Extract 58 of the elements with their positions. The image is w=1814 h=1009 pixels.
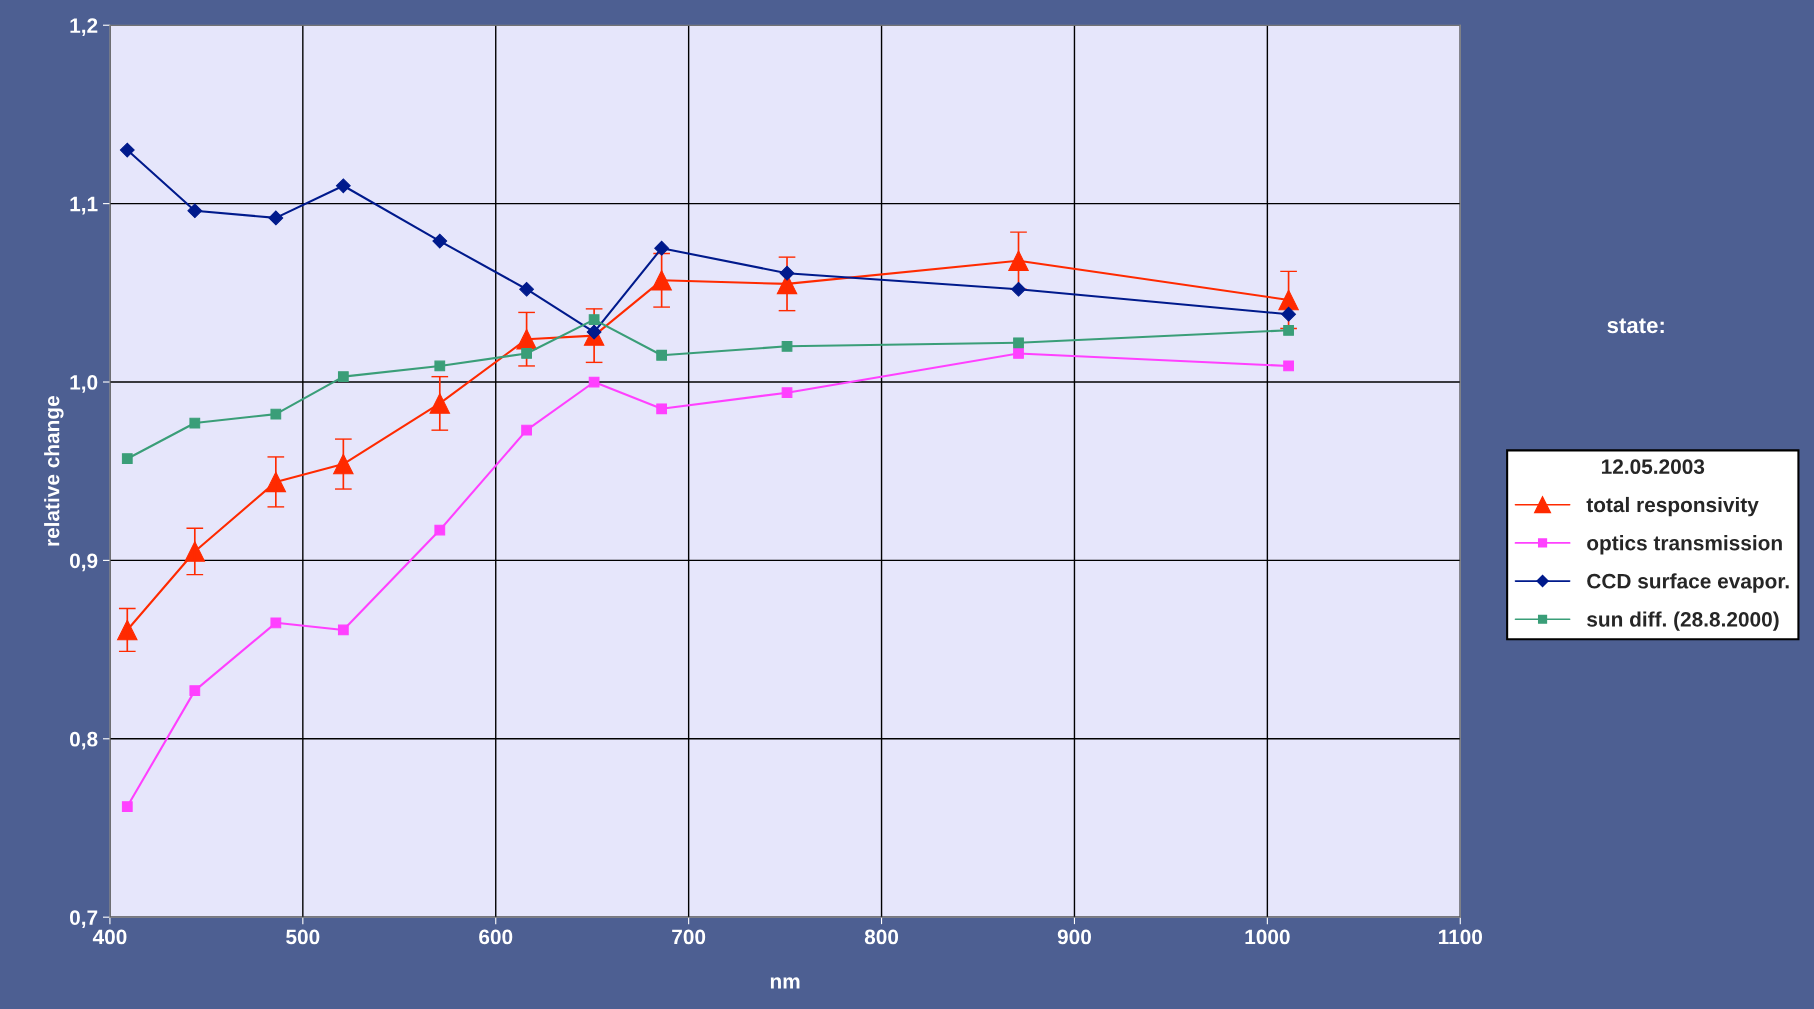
point	[189, 685, 201, 696]
point	[333, 453, 354, 475]
point	[270, 408, 282, 420]
point	[335, 178, 351, 194]
legend-label: CCD surface evapor.	[1587, 573, 1789, 593]
point	[588, 376, 600, 388]
y-tick-label: 1,2	[70, 18, 98, 36]
y-tick-label: 0,7	[69, 910, 98, 928]
y-axis-title: relative change	[44, 396, 64, 546]
point	[1281, 306, 1296, 322]
x-tick-label: 1100	[1438, 929, 1483, 945]
point	[1283, 324, 1294, 336]
x-tick-label: 1000	[1245, 929, 1290, 945]
point	[781, 340, 793, 352]
point	[337, 371, 349, 383]
point	[337, 624, 349, 636]
x-axis-title: nm	[770, 977, 800, 989]
point	[779, 265, 795, 281]
point	[119, 142, 135, 158]
legend-label: total responsivity	[1586, 496, 1759, 517]
point	[521, 348, 532, 359]
legend-title: 12.05.2003	[1601, 459, 1705, 475]
point	[1013, 348, 1024, 359]
x-tick-label: 500	[286, 929, 320, 945]
point	[121, 453, 133, 465]
point	[270, 617, 282, 629]
point	[1013, 337, 1024, 349]
point	[434, 524, 446, 536]
x-tick-label: 400	[92, 929, 127, 945]
point	[656, 349, 668, 361]
y-tick-label: 1,1	[70, 196, 98, 215]
point	[434, 360, 446, 372]
point	[654, 240, 670, 256]
x-tick-label: 600	[479, 929, 513, 945]
text: state:	[1607, 318, 1664, 334]
point	[781, 387, 793, 399]
point	[586, 324, 602, 340]
point	[432, 233, 448, 249]
point	[268, 210, 284, 226]
point	[656, 403, 668, 415]
point	[187, 203, 203, 219]
point	[1283, 360, 1294, 372]
point	[651, 270, 672, 291]
y-tick-label: 0,9	[69, 553, 98, 572]
point	[1011, 281, 1026, 297]
y-tick-label: 1,0	[70, 375, 98, 393]
point	[189, 417, 201, 429]
legend-label: optics transmission	[1587, 535, 1782, 555]
x-tick-label: 900	[1057, 929, 1091, 945]
point	[588, 314, 600, 325]
point	[521, 424, 532, 436]
point	[1008, 250, 1029, 271]
x-tick-label: 800	[864, 929, 899, 945]
x-tick-label: 700	[672, 929, 706, 945]
point	[121, 801, 133, 812]
point	[519, 281, 534, 297]
y-tick-label: 0,8	[69, 731, 98, 750]
legend-label: sun diff. (28.8.2000)	[1587, 611, 1779, 631]
